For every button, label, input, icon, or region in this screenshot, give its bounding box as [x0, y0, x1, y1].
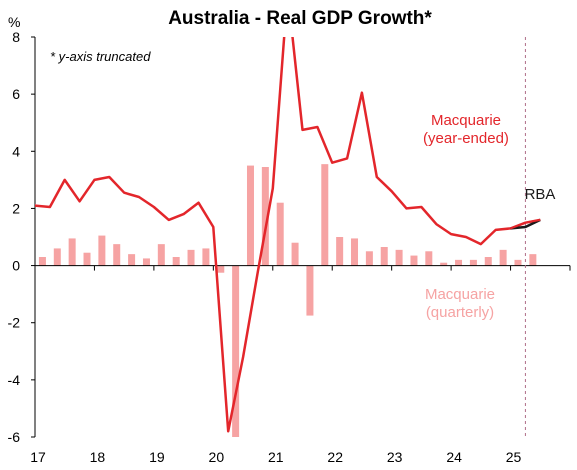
quarterly-bar	[128, 254, 136, 266]
quarterly-bar	[113, 244, 121, 266]
quarterly-bar	[83, 252, 91, 266]
quarterly-bar	[410, 255, 418, 266]
quarterly-bar	[291, 242, 299, 266]
quarterly-bar	[98, 235, 106, 266]
quarterly-bar	[499, 249, 507, 266]
quarterly-bar	[261, 167, 269, 266]
x-tick-label: 25	[506, 449, 522, 465]
rba-label: RBA	[525, 186, 556, 203]
quarterly-bar	[68, 238, 76, 266]
y-tick-label: -2	[8, 315, 21, 331]
y-unit-label: %	[8, 14, 20, 30]
year-ended-label-line2: (year-ended)	[423, 130, 509, 147]
quarterly-label-line2: (quarterly)	[426, 304, 494, 321]
quarterly-bar	[351, 238, 359, 266]
quarterly-bar	[38, 257, 46, 266]
x-tick-label: 21	[268, 449, 284, 465]
y-tick-label: 4	[12, 143, 20, 159]
quarterly-bar	[529, 254, 537, 266]
quarterly-bar	[246, 165, 254, 266]
axes	[31, 36, 571, 438]
year-ended-line	[35, 37, 541, 433]
quarterly-bar	[232, 265, 240, 437]
y-tick-label: 6	[12, 86, 20, 102]
quarterly-label-line1: Macquarie	[425, 286, 495, 303]
series-lines	[35, 37, 541, 433]
x-tick-label: 24	[446, 449, 462, 465]
y-tick-label: 0	[12, 258, 20, 274]
quarterly-bar	[455, 259, 463, 266]
quarterly-bar	[172, 257, 180, 266]
quarterly-bar	[469, 259, 477, 266]
quarterly-bar	[484, 257, 492, 266]
quarterly-bar	[514, 259, 522, 266]
quarterly-bar	[380, 247, 388, 266]
rba-line	[510, 218, 541, 230]
x-tick-label: 17	[30, 449, 46, 465]
quarterly-bar	[53, 248, 61, 266]
year-ended-label-line1: Macquarie	[431, 112, 501, 129]
quarterly-bars	[38, 164, 537, 437]
quarterly-bar	[187, 249, 195, 266]
quarterly-bar	[395, 249, 403, 266]
x-tick-label: 20	[209, 449, 225, 465]
y-tick-label: 2	[12, 200, 20, 216]
quarterly-bar	[157, 244, 165, 266]
x-tick-label: 23	[387, 449, 403, 465]
quarterly-bar	[142, 258, 150, 266]
y-tick-label: -4	[8, 372, 21, 388]
x-tick-label: 19	[149, 449, 165, 465]
x-tick-label: 22	[327, 449, 343, 465]
y-tick-label: 8	[12, 29, 20, 45]
quarterly-bar	[306, 265, 314, 316]
year-ended-forecast-segment	[510, 218, 541, 230]
quarterly-bar	[365, 251, 373, 266]
y-tick-label: -6	[8, 429, 21, 445]
quarterly-bar	[202, 248, 210, 266]
quarterly-bar	[321, 164, 329, 266]
chart-title: Australia - Real GDP Growth*	[168, 8, 432, 29]
x-tick-label: 18	[90, 449, 106, 465]
quarterly-bar	[276, 202, 284, 266]
quarterly-bar	[425, 251, 433, 266]
quarterly-bar	[336, 237, 344, 266]
quarterly-bar	[440, 262, 448, 266]
truncation-note: * y-axis truncated	[50, 49, 151, 64]
quarterly-bar	[217, 265, 225, 273]
